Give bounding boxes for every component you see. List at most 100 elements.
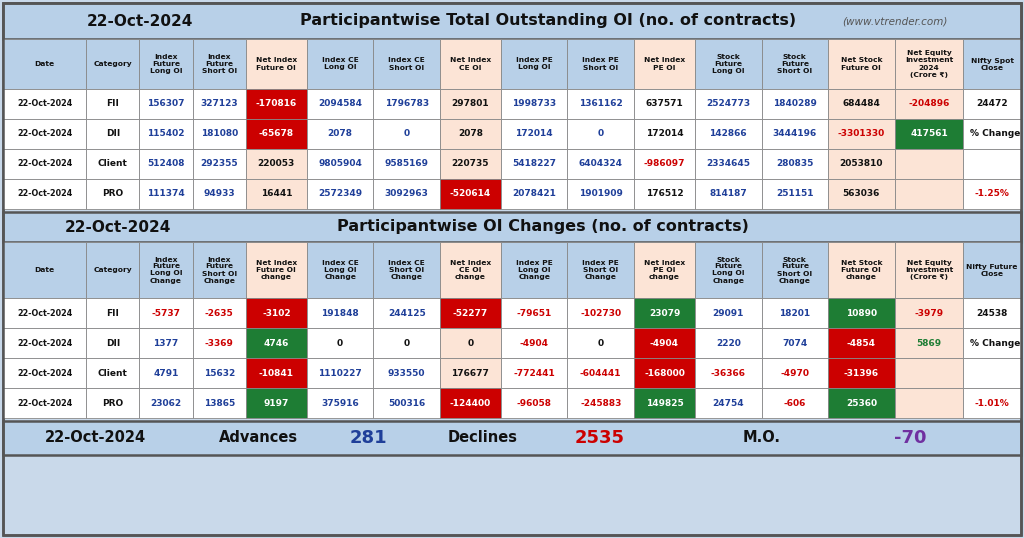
Text: 2572349: 2572349 xyxy=(318,189,362,199)
Bar xyxy=(307,39,374,89)
Bar xyxy=(964,358,1021,388)
Bar xyxy=(139,89,193,119)
Bar xyxy=(828,298,895,328)
Text: -772441: -772441 xyxy=(513,369,555,378)
Bar xyxy=(567,119,634,149)
Text: 5418227: 5418227 xyxy=(512,159,556,168)
Bar xyxy=(501,179,567,209)
Bar xyxy=(139,358,193,388)
Text: Index PE
Short OI: Index PE Short OI xyxy=(583,58,620,70)
Bar xyxy=(193,119,246,149)
Text: 22-Oct-2024: 22-Oct-2024 xyxy=(17,189,73,199)
Bar xyxy=(895,39,964,89)
Text: 13865: 13865 xyxy=(204,399,234,407)
Text: 7074: 7074 xyxy=(782,338,807,348)
Bar xyxy=(634,149,695,179)
Bar xyxy=(246,39,307,89)
Text: 15632: 15632 xyxy=(204,369,234,378)
Bar xyxy=(246,149,307,179)
Bar xyxy=(828,388,895,418)
Bar xyxy=(374,328,440,358)
Text: -10841: -10841 xyxy=(259,369,294,378)
Bar xyxy=(964,89,1021,119)
Bar xyxy=(440,388,501,418)
Bar xyxy=(634,179,695,209)
Bar xyxy=(374,179,440,209)
Bar xyxy=(246,358,307,388)
Bar xyxy=(3,179,86,209)
Bar xyxy=(828,328,895,358)
Bar xyxy=(634,358,695,388)
Bar xyxy=(440,179,501,209)
Text: 2535: 2535 xyxy=(575,429,625,447)
Text: 3444196: 3444196 xyxy=(773,130,817,138)
Text: Index CE
Long OI
Change: Index CE Long OI Change xyxy=(322,260,358,280)
Bar xyxy=(374,358,440,388)
Text: 176677: 176677 xyxy=(452,369,489,378)
Text: -1.01%: -1.01% xyxy=(975,399,1010,407)
Bar xyxy=(246,328,307,358)
Bar xyxy=(139,328,193,358)
Text: 4746: 4746 xyxy=(263,338,289,348)
Text: Index PE
Short OI
Change: Index PE Short OI Change xyxy=(583,260,620,280)
Text: 814187: 814187 xyxy=(710,189,748,199)
Bar xyxy=(193,39,246,89)
Bar xyxy=(634,39,695,89)
Text: 156307: 156307 xyxy=(147,100,184,109)
Bar xyxy=(307,179,374,209)
Bar xyxy=(374,89,440,119)
Bar xyxy=(86,39,139,89)
Bar xyxy=(634,242,695,298)
Text: 1361162: 1361162 xyxy=(579,100,623,109)
Bar xyxy=(567,242,634,298)
Bar xyxy=(567,89,634,119)
Text: -3369: -3369 xyxy=(205,338,233,348)
Text: 4791: 4791 xyxy=(154,369,179,378)
Bar xyxy=(86,179,139,209)
Bar xyxy=(501,242,567,298)
Bar xyxy=(895,179,964,209)
Text: PRO: PRO xyxy=(102,399,124,407)
Bar xyxy=(3,3,1021,39)
Text: Nifty Spot
Close: Nifty Spot Close xyxy=(971,58,1014,70)
Bar xyxy=(307,119,374,149)
Text: -170816: -170816 xyxy=(256,100,297,109)
Bar xyxy=(374,119,440,149)
Bar xyxy=(139,388,193,418)
Bar xyxy=(246,242,307,298)
Text: -5737: -5737 xyxy=(152,308,180,317)
Bar xyxy=(440,298,501,328)
Text: -4854: -4854 xyxy=(847,338,876,348)
Text: 512408: 512408 xyxy=(147,159,184,168)
Bar xyxy=(246,298,307,328)
Bar xyxy=(246,89,307,119)
Text: Participantwise OI Changes (no. of contracts): Participantwise OI Changes (no. of contr… xyxy=(337,220,749,235)
Text: 94933: 94933 xyxy=(204,189,236,199)
Bar xyxy=(3,242,86,298)
Bar xyxy=(307,388,374,418)
Bar xyxy=(895,298,964,328)
Bar xyxy=(567,298,634,328)
Text: -102730: -102730 xyxy=(581,308,622,317)
Bar xyxy=(762,388,828,418)
Bar xyxy=(440,242,501,298)
Text: 0: 0 xyxy=(598,338,604,348)
Bar xyxy=(374,298,440,328)
Text: 149825: 149825 xyxy=(645,399,683,407)
Text: Net Stock
Future OI
change: Net Stock Future OI change xyxy=(841,260,882,280)
Text: 5869: 5869 xyxy=(916,338,941,348)
Text: 220053: 220053 xyxy=(258,159,295,168)
Text: Net Index
Future OI
change: Net Index Future OI change xyxy=(256,260,297,280)
Text: -3979: -3979 xyxy=(914,308,943,317)
Bar xyxy=(307,89,374,119)
Text: Index CE
Long OI: Index CE Long OI xyxy=(322,58,358,70)
Bar xyxy=(964,242,1021,298)
Text: Stock
Future
Long OI: Stock Future Long OI xyxy=(712,54,744,74)
Text: 22-Oct-2024: 22-Oct-2024 xyxy=(44,430,145,445)
Text: 24472: 24472 xyxy=(976,100,1008,109)
Text: 2334645: 2334645 xyxy=(707,159,751,168)
Bar xyxy=(501,39,567,89)
Bar xyxy=(895,328,964,358)
Bar xyxy=(828,242,895,298)
Text: 933550: 933550 xyxy=(388,369,425,378)
